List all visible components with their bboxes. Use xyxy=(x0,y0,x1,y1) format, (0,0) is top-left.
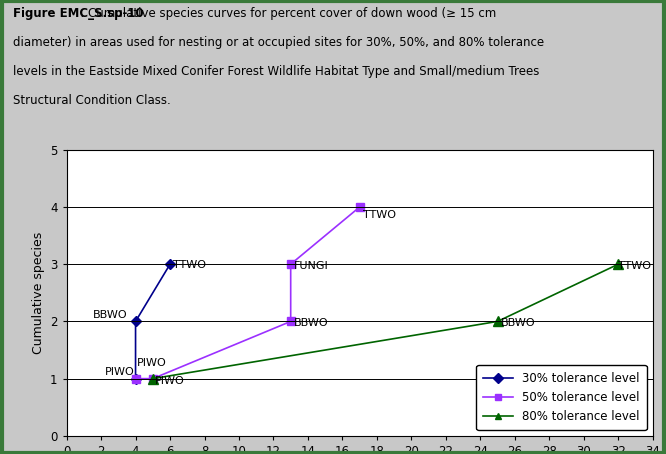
50% tolerance level xyxy=(356,204,364,210)
Line: 80% tolerance level: 80% tolerance level xyxy=(148,259,623,384)
50% tolerance level xyxy=(132,376,140,381)
30% tolerance level xyxy=(132,319,140,324)
Legend: 30% tolerance level, 50% tolerance level, 80% tolerance level: 30% tolerance level, 50% tolerance level… xyxy=(476,365,647,430)
80% tolerance level xyxy=(149,376,157,381)
80% tolerance level xyxy=(494,319,501,324)
Line: 30% tolerance level: 30% tolerance level xyxy=(132,261,174,382)
Text: . Cumulative species curves for percent cover of down wood (≥ 15 cm: . Cumulative species curves for percent … xyxy=(13,7,496,20)
30% tolerance level xyxy=(132,376,140,381)
30% tolerance level xyxy=(166,262,174,267)
Text: BBWO: BBWO xyxy=(93,310,127,320)
Text: TTWO: TTWO xyxy=(363,210,396,220)
Text: FUNGI: FUNGI xyxy=(294,261,329,271)
Text: BBWO: BBWO xyxy=(501,318,535,328)
Text: TTWO: TTWO xyxy=(618,261,651,271)
50% tolerance level xyxy=(149,376,157,381)
50% tolerance level xyxy=(286,319,294,324)
Text: PIWO: PIWO xyxy=(155,376,184,386)
Text: BBWO: BBWO xyxy=(294,318,329,328)
Text: PIWO: PIWO xyxy=(105,367,135,377)
Y-axis label: Cumulative species: Cumulative species xyxy=(31,232,45,354)
50% tolerance level xyxy=(286,262,294,267)
Text: Structural Condition Class.: Structural Condition Class. xyxy=(13,94,171,107)
Text: levels in the Eastside Mixed Conifer Forest Wildlife Habitat Type and Small/medi: levels in the Eastside Mixed Conifer For… xyxy=(13,65,539,78)
Text: diameter) in areas used for nesting or at occupied sites for 30%, 50%, and 80% t: diameter) in areas used for nesting or a… xyxy=(13,36,544,49)
Text: TTWO: TTWO xyxy=(173,260,206,270)
Text: PIWO: PIWO xyxy=(137,358,167,368)
Line: 50% tolerance level: 50% tolerance level xyxy=(131,203,364,383)
80% tolerance level xyxy=(614,262,622,267)
Text: Figure EMC_S.sp-10: Figure EMC_S.sp-10 xyxy=(13,7,144,20)
